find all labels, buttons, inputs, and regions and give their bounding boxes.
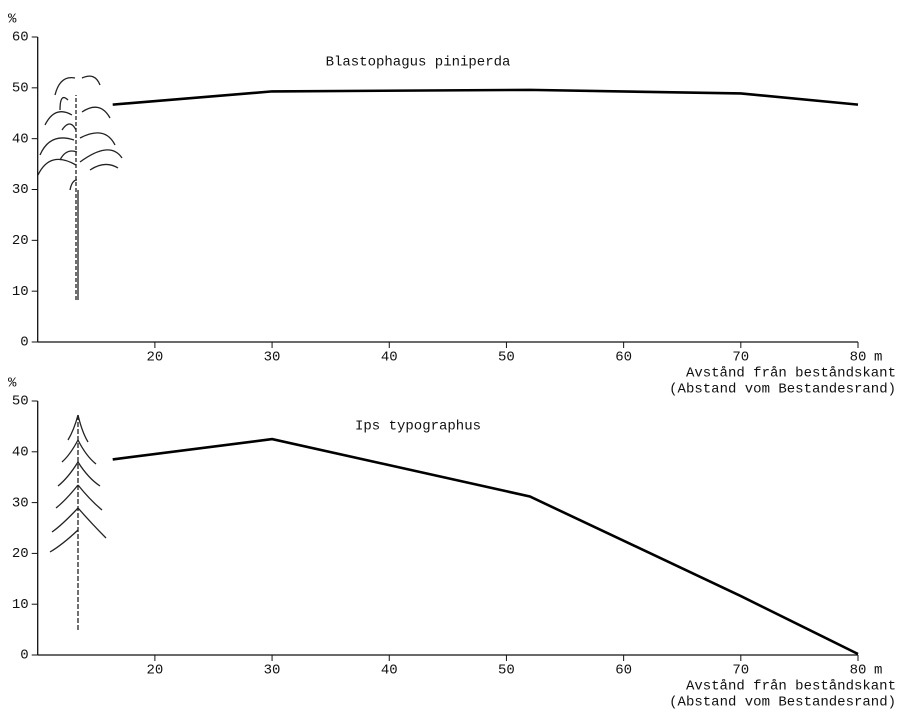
x-tick-label: 70 bbox=[732, 350, 749, 366]
y-tick-label: 40 bbox=[12, 445, 29, 461]
x-axis-label: Avstånd från beståndskant bbox=[686, 366, 896, 382]
y-unit: % bbox=[8, 376, 17, 392]
tree-pine bbox=[37, 75, 123, 300]
x-tick-label: 60 bbox=[615, 350, 632, 366]
x-tick-label: 80 bbox=[850, 350, 867, 366]
x-tick-label: 50 bbox=[498, 663, 515, 679]
x-axis-label: (Abstand vom Bestandesrand) bbox=[669, 695, 896, 711]
x-tick-label: 40 bbox=[381, 350, 398, 366]
x-tick-label: 70 bbox=[732, 663, 749, 679]
y-tick-label: 10 bbox=[12, 284, 29, 300]
x-tick-label: 20 bbox=[146, 350, 163, 366]
x-axis-label: Avstånd från beståndskant bbox=[686, 679, 896, 695]
tree-spruce bbox=[49, 414, 107, 630]
chart-title: Ips typographus bbox=[355, 419, 481, 435]
y-tick-label: 10 bbox=[12, 597, 29, 613]
data-line bbox=[112, 437, 859, 656]
x-unit: m bbox=[874, 663, 882, 679]
y-tick-label: 0 bbox=[20, 648, 28, 664]
y-tick-label: 50 bbox=[12, 81, 29, 97]
x-tick-label: 30 bbox=[264, 663, 281, 679]
y-tick-label: 30 bbox=[12, 182, 29, 198]
data-line bbox=[112, 88, 859, 106]
x-axis-label: (Abstand vom Bestandesrand) bbox=[669, 382, 896, 398]
chart-title: Blastophagus piniperda bbox=[326, 55, 511, 71]
y-tick-label: 60 bbox=[12, 30, 29, 46]
x-tick-label: 40 bbox=[381, 663, 398, 679]
x-tick-label: 30 bbox=[264, 350, 281, 366]
y-tick-label: 50 bbox=[12, 394, 29, 410]
x-tick-label: 80 bbox=[850, 663, 867, 679]
y-tick-label: 0 bbox=[20, 335, 28, 351]
x-tick-label: 60 bbox=[615, 663, 632, 679]
y-tick-label: 20 bbox=[12, 546, 29, 562]
y-unit: % bbox=[8, 12, 17, 28]
y-tick-label: 40 bbox=[12, 131, 29, 147]
y-tick-label: 30 bbox=[12, 495, 29, 511]
y-tick-label: 20 bbox=[12, 233, 29, 249]
x-unit: m bbox=[874, 350, 882, 366]
x-tick-label: 20 bbox=[146, 663, 163, 679]
x-tick-label: 50 bbox=[498, 350, 515, 366]
